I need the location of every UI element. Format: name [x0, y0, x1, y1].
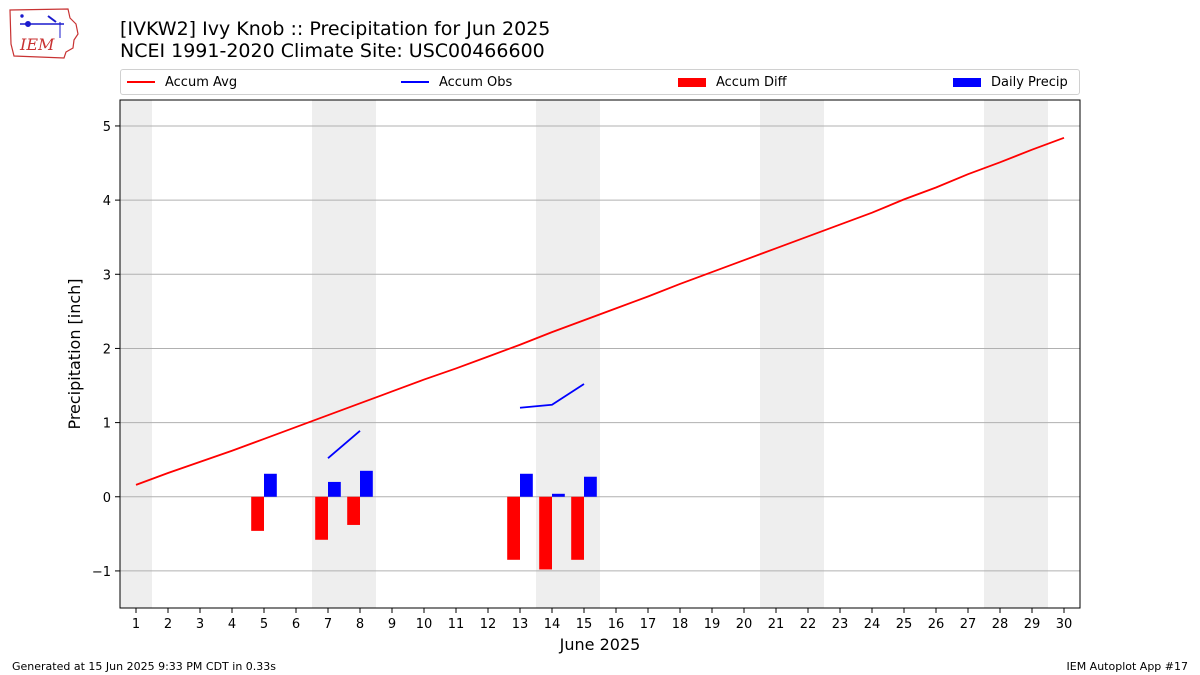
app-credit: IEM Autoplot App #17 [1066, 660, 1189, 673]
accum-diff-bar [539, 496, 552, 570]
chart-subtitle: NCEI 1991-2020 Climate Site: USC00466600 [120, 40, 545, 62]
legend-item-accum-avg: Accum Avg [127, 70, 237, 94]
accum-diff-bar [347, 496, 360, 525]
legend-label-accum-obs: Accum Obs [439, 74, 513, 90]
x-tick-label: 6 [292, 617, 300, 632]
x-tick-label: 11 [448, 617, 465, 632]
accum-obs-line [327, 430, 361, 459]
x-tick-label: 10 [416, 617, 433, 632]
accum-diff-bar [507, 496, 520, 560]
legend-label-accum-avg: Accum Avg [165, 74, 238, 90]
x-tick-label: 27 [960, 617, 977, 632]
weekend-band [120, 100, 152, 608]
x-tick-label: 22 [800, 617, 817, 632]
x-tick-label: 30 [1056, 617, 1073, 632]
legend-item-daily-precip: Daily Precip [953, 70, 1068, 94]
x-tick-label: 26 [928, 617, 945, 632]
x-tick-label: 16 [608, 617, 625, 632]
legend-swatch-accum-obs [401, 81, 429, 83]
x-tick-label: 24 [864, 617, 881, 632]
y-tick-label: 3 [103, 268, 111, 283]
legend-item-accum-obs: Accum Obs [401, 70, 512, 94]
y-tick-label: 1 [103, 417, 111, 432]
y-tick-label: 5 [103, 120, 111, 135]
daily-precip-bar [360, 470, 373, 497]
accum-avg-line [135, 136, 1065, 486]
daily-precip-bar [264, 473, 277, 497]
plot-frame [119, 99, 1081, 609]
accum-diff-bar [315, 496, 328, 540]
x-tick-label: 2 [164, 617, 172, 632]
x-tick-label: 28 [992, 617, 1009, 632]
x-tick-label: 20 [736, 617, 753, 632]
chart-title: [IVKW2] Ivy Knob :: Precipitation for Ju… [120, 18, 551, 40]
daily-precip-bar [584, 476, 597, 497]
x-tick-label: 29 [1024, 617, 1041, 632]
x-tick-label: 12 [480, 617, 497, 632]
y-tick-label: −1 [92, 565, 111, 580]
x-tick-label: 25 [896, 617, 913, 632]
x-tick-label: 18 [672, 617, 689, 632]
logo-text: IEM [19, 35, 55, 54]
legend-swatch-accum-avg [127, 81, 155, 83]
y-tick-label: 4 [103, 194, 111, 209]
y-tick-label: 2 [103, 342, 111, 357]
x-tick-label: 23 [832, 617, 849, 632]
accum-obs-line [519, 383, 585, 409]
daily-precip-bar [552, 493, 565, 497]
x-tick-label: 9 [388, 617, 396, 632]
legend-swatch-daily-precip [953, 77, 981, 87]
legend-label-accum-diff: Accum Diff [716, 74, 787, 90]
daily-precip-bar [520, 473, 533, 497]
generated-timestamp: Generated at 15 Jun 2025 9:33 PM CDT in … [12, 660, 277, 673]
accum-diff-bar [571, 496, 584, 560]
x-tick-label: 7 [324, 617, 332, 632]
x-axis-label: June 2025 [559, 635, 641, 654]
x-tick-label: 19 [704, 617, 721, 632]
legend-label-daily-precip: Daily Precip [991, 74, 1068, 90]
legend-swatch-accum-diff [678, 77, 706, 87]
y-axis-label: Precipitation [inch] [65, 278, 84, 429]
x-tick-label: 1 [132, 617, 140, 632]
accum-diff-bar [251, 496, 264, 531]
chart-legend: Accum Avg Accum Obs Accum Diff Daily Pre… [120, 69, 1080, 95]
x-tick-label: 5 [260, 617, 268, 632]
y-tick-label: 0 [103, 491, 111, 506]
daily-precip-bar [328, 481, 341, 497]
legend-item-accum-diff: Accum Diff [678, 70, 787, 94]
weekend-band [760, 100, 824, 608]
weather-station-icon [20, 14, 64, 38]
x-tick-label: 15 [576, 617, 593, 632]
weekend-band [984, 100, 1048, 608]
x-tick-label: 4 [228, 617, 236, 632]
iem-logo: IEM [9, 8, 79, 59]
x-tick-label: 14 [544, 617, 561, 632]
x-tick-label: 17 [640, 617, 657, 632]
x-tick-label: 21 [768, 617, 785, 632]
x-tick-label: 8 [356, 617, 364, 632]
x-tick-label: 13 [512, 617, 529, 632]
x-tick-label: 3 [196, 617, 204, 632]
